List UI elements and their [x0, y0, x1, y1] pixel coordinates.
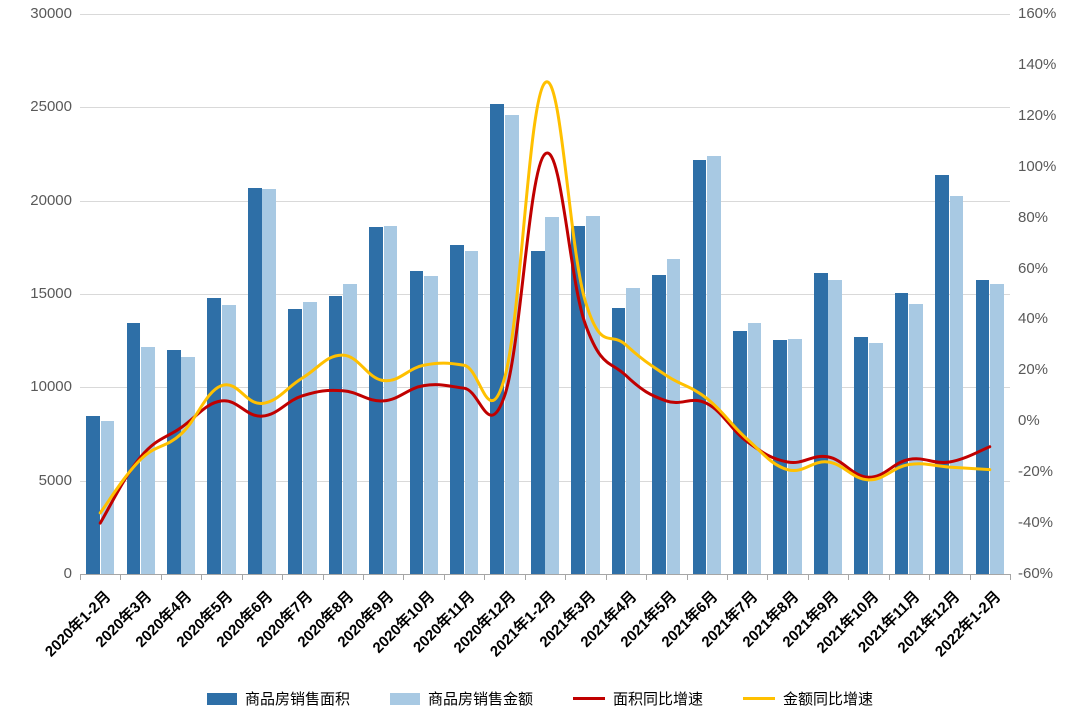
y-left-tick-label: 25000 — [12, 98, 72, 115]
legend-item: 金额同比增速 — [743, 688, 873, 709]
x-tick-mark — [484, 574, 485, 580]
legend-label: 商品房销售面积 — [245, 688, 350, 709]
x-tick-mark — [848, 574, 849, 580]
y-left-tick-label: 30000 — [12, 5, 72, 22]
x-tick-mark — [606, 574, 607, 580]
x-tick-mark — [727, 574, 728, 580]
legend-swatch-line — [743, 697, 775, 700]
legend-swatch-bar — [207, 693, 237, 705]
x-tick-mark — [970, 574, 971, 580]
x-tick-mark — [565, 574, 566, 580]
x-tick-mark — [1010, 574, 1011, 580]
x-tick-mark — [201, 574, 202, 580]
y-left-tick-label: 0 — [12, 565, 72, 582]
legend-label: 金额同比增速 — [783, 688, 873, 709]
legend-item: 商品房销售金额 — [390, 688, 533, 709]
legend-item: 面积同比增速 — [573, 688, 703, 709]
y-right-tick-label: 140% — [1018, 56, 1080, 73]
x-tick-mark — [282, 574, 283, 580]
x-tick-mark — [767, 574, 768, 580]
y-right-tick-label: -40% — [1018, 514, 1080, 531]
legend-item: 商品房销售面积 — [207, 688, 350, 709]
y-right-tick-label: 0% — [1018, 412, 1080, 429]
y-right-tick-label: 100% — [1018, 158, 1080, 175]
legend-label: 商品房销售金额 — [428, 688, 533, 709]
y-left-tick-label: 20000 — [12, 192, 72, 209]
legend-swatch-bar — [390, 693, 420, 705]
x-tick-mark — [161, 574, 162, 580]
x-tick-mark — [889, 574, 890, 580]
y-right-tick-label: 120% — [1018, 107, 1080, 124]
y-left-tick-label: 10000 — [12, 378, 72, 395]
legend-label: 面积同比增速 — [613, 688, 703, 709]
y-right-tick-label: -60% — [1018, 565, 1080, 582]
x-tick-mark — [444, 574, 445, 580]
x-tick-mark — [323, 574, 324, 580]
x-tick-mark — [525, 574, 526, 580]
line-amount-growth — [100, 82, 990, 513]
y-right-tick-label: 20% — [1018, 361, 1080, 378]
x-tick-mark — [80, 574, 81, 580]
x-tick-mark — [242, 574, 243, 580]
y-right-tick-label: -20% — [1018, 463, 1080, 480]
x-tick-mark — [120, 574, 121, 580]
x-tick-mark — [403, 574, 404, 580]
y-right-tick-label: 40% — [1018, 310, 1080, 327]
y-right-tick-label: 60% — [1018, 260, 1080, 277]
y-left-tick-label: 15000 — [12, 285, 72, 302]
x-tick-mark — [646, 574, 647, 580]
x-tick-mark — [808, 574, 809, 580]
chart-container: 0 5000 10000 15000 20000 25000 30000 -60% -40% -… — [0, 0, 1080, 726]
y-right-tick-label: 80% — [1018, 209, 1080, 226]
y-left-tick-label: 5000 — [12, 472, 72, 489]
x-tick-mark — [929, 574, 930, 580]
x-tick-mark — [687, 574, 688, 580]
x-tick-mark — [363, 574, 364, 580]
y-right-tick-label: 160% — [1018, 5, 1080, 22]
legend-swatch-line — [573, 697, 605, 700]
chart-legend: 商品房销售面积 商品房销售金额 面积同比增速 金额同比增速 — [0, 688, 1080, 709]
line-area-growth — [100, 153, 990, 523]
